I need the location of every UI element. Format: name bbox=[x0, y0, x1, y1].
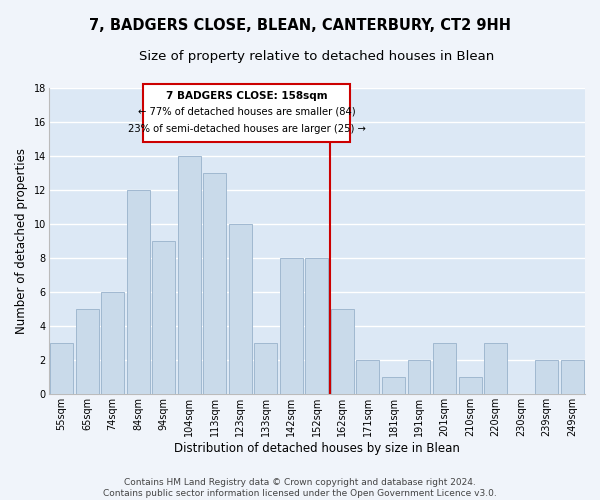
Bar bbox=[305, 258, 328, 394]
Text: 23% of semi-detached houses are larger (25) →: 23% of semi-detached houses are larger (… bbox=[128, 124, 365, 134]
Text: 7, BADGERS CLOSE, BLEAN, CANTERBURY, CT2 9HH: 7, BADGERS CLOSE, BLEAN, CANTERBURY, CT2… bbox=[89, 18, 511, 32]
X-axis label: Distribution of detached houses by size in Blean: Distribution of detached houses by size … bbox=[174, 442, 460, 455]
Bar bbox=[76, 309, 98, 394]
Bar bbox=[254, 343, 277, 394]
Bar bbox=[127, 190, 149, 394]
Text: Contains HM Land Registry data © Crown copyright and database right 2024.
Contai: Contains HM Land Registry data © Crown c… bbox=[103, 478, 497, 498]
Bar bbox=[484, 343, 507, 394]
Bar bbox=[229, 224, 252, 394]
Bar bbox=[382, 378, 405, 394]
Bar bbox=[280, 258, 303, 394]
Bar bbox=[433, 343, 456, 394]
Y-axis label: Number of detached properties: Number of detached properties bbox=[15, 148, 28, 334]
Bar bbox=[458, 378, 482, 394]
Bar bbox=[50, 343, 73, 394]
Bar bbox=[535, 360, 558, 394]
Bar bbox=[561, 360, 584, 394]
Bar bbox=[152, 241, 175, 394]
Bar bbox=[203, 173, 226, 394]
Bar bbox=[331, 309, 354, 394]
Bar bbox=[407, 360, 430, 394]
Text: ← 77% of detached houses are smaller (84): ← 77% of detached houses are smaller (84… bbox=[138, 106, 355, 117]
Title: Size of property relative to detached houses in Blean: Size of property relative to detached ho… bbox=[139, 50, 494, 63]
Bar bbox=[356, 360, 379, 394]
FancyBboxPatch shape bbox=[143, 84, 350, 142]
Bar bbox=[178, 156, 200, 394]
Bar bbox=[101, 292, 124, 394]
Text: 7 BADGERS CLOSE: 158sqm: 7 BADGERS CLOSE: 158sqm bbox=[166, 91, 328, 101]
